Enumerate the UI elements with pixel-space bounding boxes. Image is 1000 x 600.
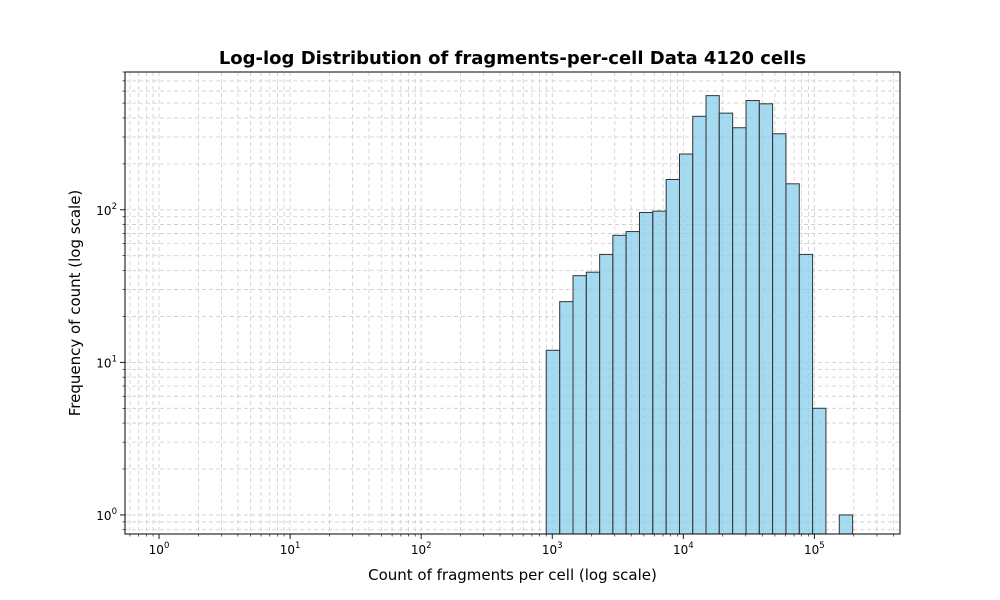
histogram-bar	[665, 178, 680, 535]
x-axis-label: Count of fragments per cell (log scale)	[368, 566, 657, 584]
histogram-bar	[718, 112, 734, 535]
histogram-bar	[678, 153, 694, 535]
x-tick-label: 100	[149, 541, 170, 557]
histogram-bar	[745, 100, 760, 535]
histogram-bar	[812, 407, 827, 535]
histogram-bar	[612, 234, 627, 535]
x-tick-label: 102	[411, 541, 432, 557]
histogram-bar	[798, 253, 814, 535]
histogram-bar	[585, 271, 601, 535]
x-tick-label: 103	[542, 541, 563, 557]
histogram-bar	[652, 210, 667, 535]
histogram-bar	[705, 95, 720, 535]
chart-title: Log-log Distribution of fragments-per-ce…	[219, 48, 806, 69]
ticks: 100 101 102 103 104 105 100 101 102	[96, 71, 894, 557]
histogram-bar	[758, 103, 774, 535]
histogram-bar	[545, 349, 561, 535]
histogram-bar	[599, 253, 614, 535]
histogram-bar	[559, 301, 574, 535]
x-tick-label: 101	[280, 541, 301, 557]
y-tick-label: 101	[96, 354, 117, 370]
y-axis-label: Frequency of count (log scale)	[66, 190, 84, 417]
histogram-bar	[732, 127, 747, 535]
histogram-bar	[838, 514, 854, 535]
y-tick-label: 100	[96, 507, 117, 523]
histogram-bar	[772, 133, 787, 535]
histogram-bar	[692, 115, 707, 535]
y-tick-label: 102	[96, 202, 117, 218]
histogram-bar	[625, 231, 640, 535]
x-tick-label: 104	[673, 541, 694, 557]
histogram-bar	[572, 275, 587, 535]
x-tick-label: 105	[804, 541, 825, 557]
histogram-bar	[785, 183, 800, 535]
histogram-bar	[638, 211, 654, 535]
